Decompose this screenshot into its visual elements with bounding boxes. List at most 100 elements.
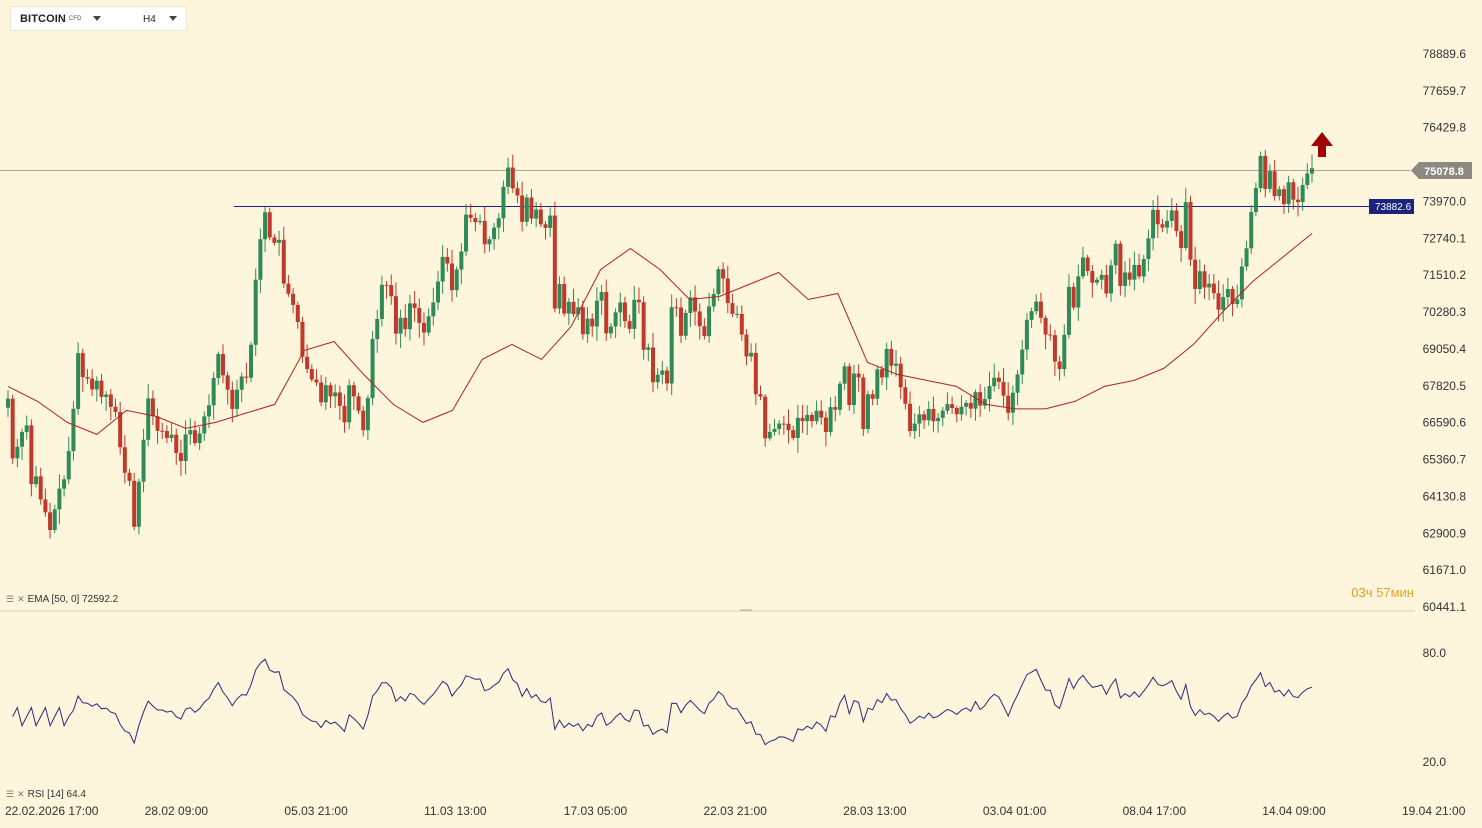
- candle-bearish: [192, 420, 197, 446]
- candle-bearish: [908, 391, 913, 437]
- candle-bullish: [777, 420, 782, 436]
- candle-bullish: [576, 298, 581, 321]
- candle-bullish: [534, 202, 539, 228]
- candle-bullish: [459, 243, 464, 285]
- candle-bullish: [365, 395, 370, 441]
- candle-bullish: [557, 276, 562, 314]
- candle-bearish: [880, 365, 885, 386]
- candle-bearish: [636, 287, 641, 314]
- candle-bearish: [510, 154, 515, 193]
- candle-bullish: [253, 268, 258, 356]
- candle-bullish: [20, 428, 25, 461]
- candle-bearish: [1179, 224, 1184, 262]
- timeframe-dropdown-icon[interactable]: [169, 16, 177, 21]
- price-tick-label: 65360.7: [1423, 453, 1467, 467]
- candle-bearish: [922, 410, 927, 429]
- candle-bullish: [585, 307, 590, 343]
- candle-bearish: [286, 274, 291, 297]
- candle-bullish: [548, 207, 553, 238]
- candle-bullish: [1151, 200, 1156, 251]
- candle-bullish: [1286, 175, 1291, 213]
- candle-bullish: [1066, 273, 1071, 339]
- candle-bullish: [454, 266, 459, 298]
- candle-bullish: [1123, 261, 1128, 298]
- candle-bearish: [384, 280, 389, 299]
- candle-bullish: [613, 308, 618, 338]
- candle-bullish: [926, 401, 931, 426]
- candle-bullish: [1169, 198, 1174, 228]
- candle-bullish: [964, 400, 969, 416]
- candle-bullish: [183, 420, 188, 475]
- ema-legend: ☰ ✕ EMA [50, 0] 72592.2: [6, 594, 118, 605]
- candle-bearish: [781, 415, 786, 435]
- candle-bearish: [968, 394, 973, 418]
- price-tick-label: 76429.8: [1423, 121, 1467, 135]
- candle-bearish: [847, 363, 852, 411]
- time-tick-label: 19.04 21:00: [1402, 804, 1466, 818]
- candle-bullish: [141, 428, 146, 493]
- level-tag: 73882.6: [1369, 199, 1414, 214]
- candle-bearish: [445, 248, 450, 272]
- candle-bullish: [501, 180, 506, 233]
- candle-bearish: [898, 356, 903, 400]
- candle-bearish: [314, 369, 319, 387]
- time-tick-label: 14.04 09:00: [1262, 804, 1326, 818]
- candle-bullish: [608, 322, 613, 339]
- candle-bullish: [52, 504, 57, 534]
- candle-bullish: [370, 331, 375, 406]
- candle-bearish: [393, 282, 398, 345]
- symbol-dropdown-icon[interactable]: [93, 16, 101, 21]
- timeframe-select[interactable]: H4: [143, 14, 156, 25]
- candle-bearish: [739, 305, 744, 341]
- rsi-legend-text: RSI [14] 64.4: [27, 789, 86, 800]
- candle-bearish: [319, 375, 324, 407]
- symbol-name[interactable]: BITCOIN CFD: [20, 13, 82, 25]
- settings-icon[interactable]: ☰: [6, 789, 15, 799]
- candle-bullish: [206, 394, 211, 429]
- candle-bullish: [34, 465, 39, 488]
- candle-bearish: [697, 303, 702, 340]
- candle-bearish: [950, 396, 955, 414]
- candle-bullish: [1020, 339, 1025, 385]
- candle-bullish: [431, 287, 436, 326]
- candle-bullish: [15, 438, 20, 468]
- candle-bullish: [599, 284, 604, 315]
- candle-bearish: [1263, 150, 1268, 198]
- candle-bullish: [496, 212, 501, 240]
- candle-bearish: [679, 297, 684, 343]
- candle-bullish: [398, 309, 403, 349]
- close-icon[interactable]: ✕: [17, 789, 25, 799]
- candle-bullish: [1076, 264, 1081, 321]
- candle-bullish: [1080, 246, 1085, 279]
- rsi-legend: ☰ ✕ RSI [14] 64.4: [6, 789, 86, 800]
- candle-bullish: [945, 392, 950, 414]
- candle-bearish: [515, 181, 520, 204]
- candle-bearish: [113, 398, 118, 418]
- candle-bearish: [730, 293, 735, 317]
- price-tick-label: 60441.1: [1423, 600, 1467, 614]
- candle-bullish: [959, 395, 964, 421]
- candle-bearish: [108, 389, 113, 421]
- candle-bearish: [721, 262, 726, 294]
- candle-bullish: [814, 400, 819, 425]
- candle-bullish: [333, 384, 338, 409]
- candle-bearish: [819, 400, 824, 425]
- rsi-axis: 80.0 20.0: [1423, 646, 1447, 769]
- price-tick-label: 64130.8: [1423, 489, 1467, 503]
- settings-icon[interactable]: ☰: [6, 594, 15, 604]
- candle-bearish: [150, 390, 155, 426]
- price-tick-label: 77659.7: [1423, 84, 1467, 98]
- candle-bearish: [870, 389, 875, 406]
- candle-bullish: [478, 214, 483, 225]
- candle-bearish: [1001, 368, 1006, 407]
- candle-bearish: [562, 276, 567, 317]
- price-tick-label: 67820.5: [1423, 379, 1467, 393]
- candle-bullish: [632, 285, 637, 340]
- close-icon[interactable]: ✕: [17, 594, 25, 604]
- candle-bullish: [379, 275, 384, 327]
- candle-bullish: [1010, 385, 1015, 426]
- candle-bullish: [618, 292, 623, 327]
- time-tick-label: 28.03 13:00: [843, 804, 907, 818]
- candle-bullish: [660, 361, 665, 385]
